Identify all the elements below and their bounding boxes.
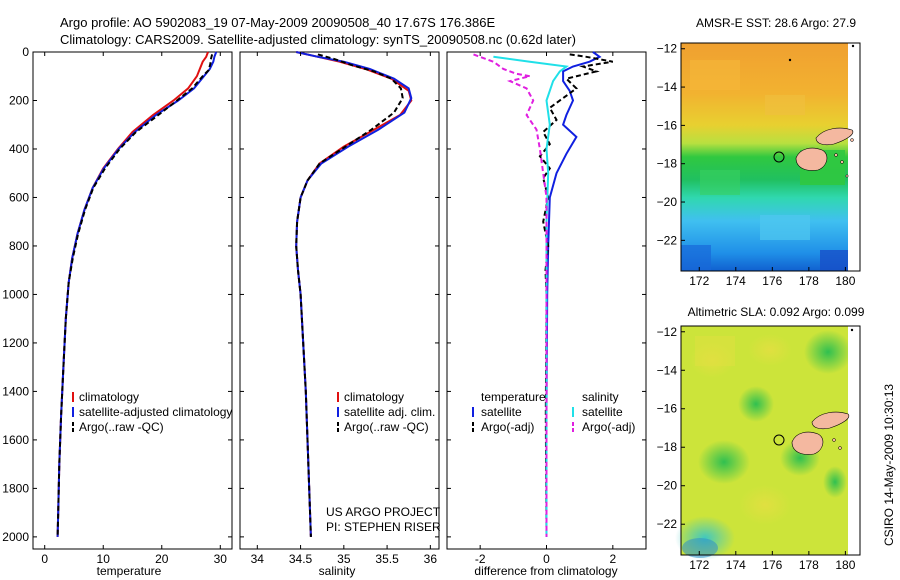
legend-label-temp-argo: Argo(-adj) bbox=[481, 420, 534, 434]
legend-label-argo: Argo(..raw -QC) bbox=[344, 420, 429, 434]
y-tick-label: 1600 bbox=[2, 433, 29, 447]
y-tick-label: 1000 bbox=[2, 287, 29, 301]
difference-legend: temperature satellite Argo(-adj) salinit… bbox=[472, 390, 635, 434]
y-tick-label: 600 bbox=[9, 190, 29, 204]
credit-project: US ARGO PROJECT bbox=[326, 505, 441, 519]
sst-map: AMSR-E SST: 28.6 Argo: 27.9 172 174 176 178… bbox=[657, 16, 861, 288]
x-tick-label: 34.5 bbox=[289, 552, 313, 566]
legend-label-satellite: satellite adj. clim. bbox=[344, 405, 435, 419]
x-tick-label: 35 bbox=[337, 552, 351, 566]
legend-title-salinity: salinity bbox=[582, 390, 619, 404]
series-line-satellite bbox=[295, 51, 413, 537]
map-x-tick-label: 176 bbox=[762, 274, 782, 288]
difference-profile-chart: -2 0 2 difference from climatology tempera… bbox=[446, 51, 647, 578]
figure-title-line2: Climatology: CARS2009. Satellite-adjuste… bbox=[60, 32, 576, 47]
profile-location-marker bbox=[773, 151, 785, 163]
map-y-tick-label: −18 bbox=[657, 157, 678, 171]
y-tick-label: 200 bbox=[9, 93, 29, 107]
x-tick-label: 34 bbox=[251, 552, 265, 566]
series-line-argo bbox=[56, 54, 214, 537]
temperature-legend: climatology satellite-adjusted climatolo… bbox=[72, 390, 232, 434]
sla-map: Altimetric SLA: 0.092 Argo: 0.099 172 174… bbox=[657, 305, 865, 572]
x-tick-label: -2 bbox=[475, 552, 486, 566]
legend-label-climatology: climatology bbox=[344, 390, 404, 404]
series-line-argo bbox=[295, 53, 404, 537]
map-y-tick-label: −22 bbox=[657, 517, 678, 531]
figure-title-line1: Argo profile: AO 5902083_19 07-May-2009 … bbox=[60, 15, 495, 30]
timestamp: CSIRO 14-May-2009 10:30:13 bbox=[882, 384, 896, 546]
series-line-salinity-argo bbox=[473, 53, 548, 537]
y-tick-label: 0 bbox=[22, 45, 29, 59]
map-y-tick-label: −12 bbox=[657, 42, 678, 56]
y-tick-label: 400 bbox=[9, 142, 29, 156]
map-y-tick-label: −16 bbox=[657, 402, 678, 416]
x-tick-label: 0 bbox=[543, 552, 550, 566]
legend-label-sal-satellite: satellite bbox=[582, 405, 623, 419]
legend-label-climatology: climatology bbox=[79, 390, 139, 404]
map-x-tick-label: 176 bbox=[762, 558, 782, 572]
fiji-islands-sla bbox=[791, 328, 854, 455]
map-y-tick-label: −14 bbox=[657, 80, 678, 94]
island-vanua-levu bbox=[815, 127, 854, 146]
x-tick-label: 10 bbox=[97, 552, 111, 566]
map-x-tick-label: 180 bbox=[835, 558, 855, 572]
legend-label-temp-satellite: satellite bbox=[481, 405, 522, 419]
profile-location-marker bbox=[773, 434, 785, 446]
map-y-tick-label: −22 bbox=[657, 233, 678, 247]
series-line-climatology bbox=[56, 51, 209, 537]
map-y-tick-label: −20 bbox=[657, 195, 678, 209]
x-tick-label: 30 bbox=[214, 552, 228, 566]
map-y-tick-label: −18 bbox=[657, 440, 678, 454]
map-x-tick-label: 172 bbox=[689, 274, 709, 288]
salinity-plot-frame bbox=[239, 51, 440, 550]
credit-pi: PI: STEPHEN RISER bbox=[326, 520, 441, 534]
temperature-xlabel: temperature bbox=[97, 564, 162, 578]
series-line-salinity-satellite bbox=[493, 55, 569, 537]
series-line-climatology bbox=[295, 51, 413, 537]
map-x-tick-label: 178 bbox=[799, 274, 819, 288]
series-line-satellite bbox=[56, 51, 218, 537]
map-y-tick-label: −12 bbox=[657, 325, 678, 339]
sla-map-frame bbox=[680, 325, 861, 556]
legend-label-argo: Argo(..raw -QC) bbox=[79, 420, 164, 434]
fiji-islands bbox=[788, 44, 855, 178]
x-tick-label: 20 bbox=[155, 552, 169, 566]
map-y-tick-label: −20 bbox=[657, 479, 678, 493]
island-viti-levu bbox=[795, 147, 828, 171]
legend-label-satellite: satellite-adjusted climatology bbox=[79, 405, 232, 419]
x-tick-label: 35.5 bbox=[375, 552, 399, 566]
y-tick-label: 1200 bbox=[2, 336, 29, 350]
x-tick-label: 36 bbox=[424, 552, 438, 566]
y-tick-label: 2000 bbox=[2, 530, 29, 544]
y-tick-label: 1800 bbox=[2, 481, 29, 495]
x-tick-label: 2 bbox=[609, 552, 616, 566]
map-x-tick-label: 180 bbox=[835, 274, 855, 288]
salinity-profile-chart: 34 34.5 35 35.5 36 salinity climatology sate… bbox=[239, 51, 441, 578]
temperature-profile-chart: 0 10 20 30 0 200 400 600 800 1000 1200 1400 1600 1800… bbox=[2, 45, 239, 578]
salinity-xlabel: salinity bbox=[319, 564, 356, 578]
temperature-plot-frame bbox=[32, 51, 233, 550]
sst-map-frame bbox=[680, 42, 861, 272]
y-tick-label: 800 bbox=[9, 239, 29, 253]
map-y-tick-label: −14 bbox=[657, 363, 678, 377]
series-line-temperature-satellite bbox=[545, 51, 602, 537]
map-y-tick-label: −16 bbox=[657, 118, 678, 132]
map-x-tick-label: 174 bbox=[726, 274, 746, 288]
legend-title-temperature: temperature bbox=[481, 390, 546, 404]
x-tick-label: 0 bbox=[41, 552, 48, 566]
sla-map-title: Altimetric SLA: 0.092 Argo: 0.099 bbox=[688, 305, 865, 319]
map-x-tick-label: 178 bbox=[799, 558, 819, 572]
y-tick-label: 1400 bbox=[2, 384, 29, 398]
map-x-tick-label: 174 bbox=[726, 558, 746, 572]
sst-map-title: AMSR-E SST: 28.6 Argo: 27.9 bbox=[696, 16, 856, 30]
salinity-legend: climatology satellite adj. clim. Argo(..… bbox=[337, 390, 435, 434]
series-line-temperature-argo bbox=[538, 53, 613, 537]
map-x-tick-label: 172 bbox=[689, 558, 709, 572]
legend-label-sal-argo: Argo(-adj) bbox=[582, 420, 635, 434]
difference-xlabel: difference from climatology bbox=[474, 564, 617, 578]
